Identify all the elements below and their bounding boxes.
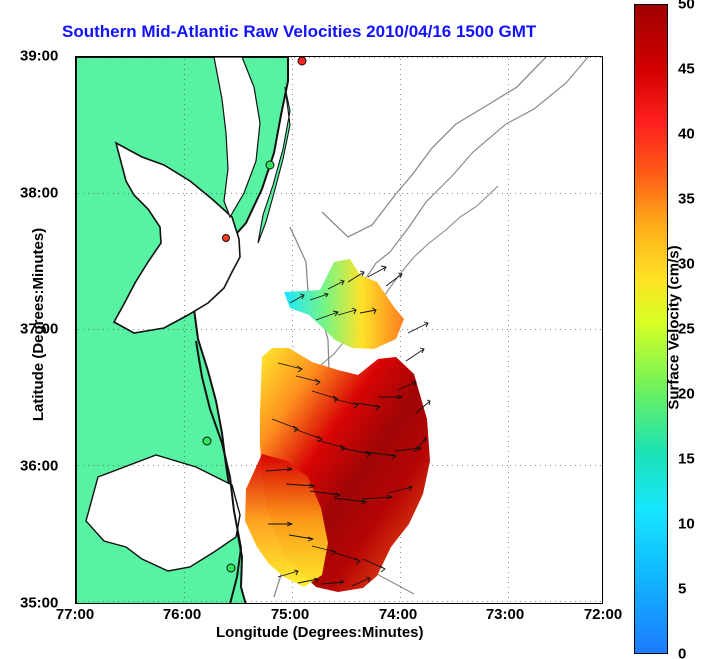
colorbar-tick: 30 bbox=[678, 255, 695, 273]
map-plot-area bbox=[75, 56, 603, 604]
velocity-field-south bbox=[245, 454, 328, 587]
velocity-vectors bbox=[265, 265, 431, 587]
station-marker bbox=[297, 57, 307, 66]
velocity-field-north bbox=[284, 259, 404, 349]
colorbar-tick: 25 bbox=[678, 320, 695, 338]
colorbar-tick: 45 bbox=[678, 60, 695, 78]
x-tick: 77:00 bbox=[55, 606, 95, 623]
colorbar-tick: 15 bbox=[678, 450, 695, 468]
y-tick: 37:00 bbox=[20, 320, 59, 338]
colorbar-tick: 50 bbox=[678, 0, 695, 13]
station-marker bbox=[202, 436, 212, 446]
y-axis-label: Latitude (Degrees:Minutes) bbox=[30, 227, 48, 422]
x-axis-label: Longitude (Degrees:Minutes) bbox=[216, 624, 424, 641]
x-tick: 73:00 bbox=[485, 606, 525, 623]
colorbar bbox=[634, 4, 668, 654]
station-marker bbox=[222, 234, 230, 242]
y-tick: 39:00 bbox=[20, 47, 59, 65]
colorbar-tick: 5 bbox=[678, 580, 687, 598]
y-tick: 36:00 bbox=[20, 457, 59, 475]
station-marker bbox=[265, 160, 275, 170]
page-title: Southern Mid-Atlantic Raw Velocities 201… bbox=[62, 22, 537, 41]
y-tick: 38:00 bbox=[20, 184, 59, 202]
station-marker bbox=[226, 563, 236, 573]
colorbar-tick: 0 bbox=[678, 645, 687, 659]
colorbar-tick: 35 bbox=[678, 190, 695, 208]
y-tick: 35:00 bbox=[20, 594, 59, 612]
x-tick: 72:00 bbox=[583, 606, 623, 623]
colorbar-tick: 40 bbox=[678, 125, 695, 143]
colorbar-tick: 10 bbox=[678, 515, 695, 533]
x-tick: 76:00 bbox=[162, 606, 202, 623]
x-tick: 75:00 bbox=[270, 606, 310, 623]
colorbar-tick: 20 bbox=[678, 385, 695, 403]
x-tick: 74:00 bbox=[378, 606, 418, 623]
map-svg bbox=[76, 57, 602, 603]
